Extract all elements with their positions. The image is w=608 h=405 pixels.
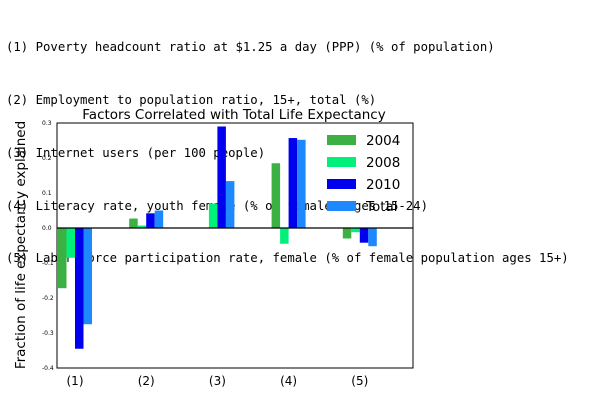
chart-title: Factors Correlated with Total Life Expec… — [82, 107, 385, 123]
x-tick-label: (5) — [351, 374, 368, 388]
bar-2004-5 — [342, 228, 352, 239]
bar-2004-2 — [129, 218, 138, 228]
y-axis-label: Fraction of life expectancy explained — [13, 121, 29, 369]
y-axis-ticks: 0.3 0.2 0.1 0.0 -0.1 -0.2 -0.3 -0.4 — [42, 120, 54, 372]
x-tick-label: (1) — [67, 374, 84, 388]
y-tick-label: 0.1 — [42, 190, 52, 197]
y-tick-label: 0.3 — [42, 120, 52, 127]
bar-2010-4 — [288, 138, 298, 228]
note-line-5: (5) Labor force participation rate, fema… — [6, 251, 569, 266]
bar-2004-1 — [58, 228, 67, 289]
legend-label-2008: 2008 — [366, 155, 400, 171]
bar-2008-2 — [137, 225, 147, 228]
bar-total-4 — [297, 139, 306, 228]
legend-label-2004: 2004 — [366, 133, 400, 149]
bar-2008-1 — [66, 228, 75, 258]
bar-total-2 — [154, 210, 164, 228]
bar-2010-3 — [217, 126, 226, 228]
x-tick-label: (2) — [138, 374, 155, 388]
y-tick-label: -0.2 — [42, 295, 54, 302]
legend-label-2010: 2010 — [366, 177, 400, 193]
y-tick-label: -0.4 — [42, 365, 54, 372]
bar-group — [58, 126, 377, 349]
bar-2008-5 — [351, 228, 360, 233]
bar-2010-2 — [146, 213, 155, 228]
x-axis-ticks: (1) (2) (3) (4) (5) — [67, 374, 369, 388]
x-tick-label: (3) — [209, 374, 226, 388]
x-tick-label: (4) — [280, 374, 297, 388]
note-line-3: (3) Internet users (per 100 people) — [6, 145, 266, 160]
variable-legend-notes: (1) Poverty headcount ratio at $1.25 a d… — [6, 4, 569, 286]
bar-total-1 — [83, 228, 92, 325]
bar-total-5 — [368, 228, 377, 247]
y-tick-label: 0.0 — [42, 225, 52, 232]
legend-label-total: Total — [365, 199, 398, 215]
legend-swatch-total — [327, 201, 356, 211]
bar-2010-5 — [359, 228, 369, 243]
note-line-2: (2) Employment to population ratio, 15+,… — [6, 92, 377, 107]
y-tick-label: -0.3 — [42, 330, 54, 337]
note-line-1: (1) Poverty headcount ratio at $1.25 a d… — [6, 40, 495, 55]
y-tick-label: -0.1 — [42, 260, 54, 267]
bar-2004-4 — [271, 163, 281, 228]
legend-swatch-2010 — [327, 179, 356, 189]
legend-swatch-2008 — [327, 157, 356, 167]
bar-total-3 — [225, 181, 235, 228]
legend: 2004 2008 2010 Total — [327, 133, 400, 215]
bar-2010-1 — [75, 228, 84, 349]
bar-2008-4 — [280, 228, 289, 244]
y-tick-label: 0.2 — [42, 155, 52, 162]
legend-swatch-2004 — [327, 135, 356, 145]
plot-frame — [56, 122, 414, 369]
bar-2008-3 — [208, 203, 218, 228]
